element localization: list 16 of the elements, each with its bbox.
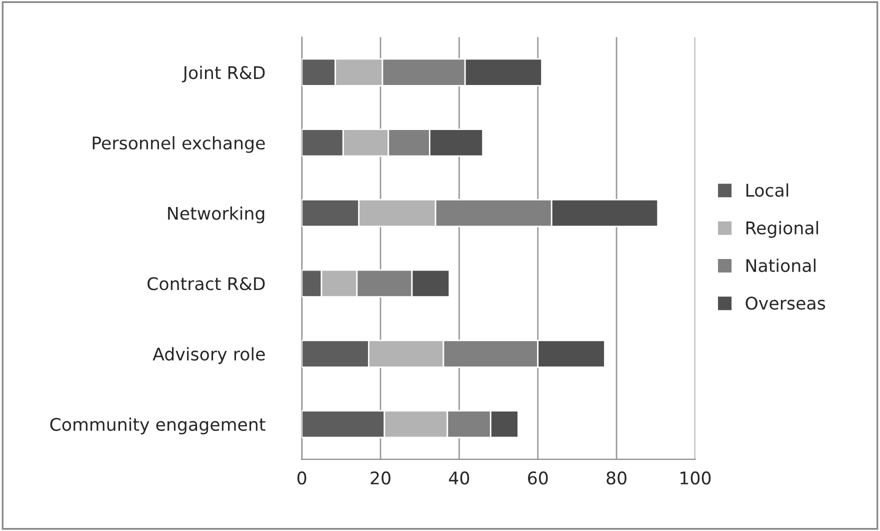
x-tick-label: 20 (370, 471, 390, 485)
y-tick-label: Joint R&D (182, 66, 265, 82)
y-tick-label: Contract R&D (148, 277, 265, 290)
x-tick-label: 60 (528, 471, 548, 485)
y-tick-label: Community engagement (50, 418, 266, 434)
y-tick-label: Advisory role (152, 347, 265, 364)
y-tick-label: Personnel exchange (92, 136, 265, 153)
x-tick-label: 100 (680, 471, 711, 485)
x-tick-label: 0 (297, 471, 306, 485)
x-tick-label: 40 (448, 471, 470, 485)
legend-label: Overseas (746, 296, 826, 310)
x-tick-label: 80 (606, 471, 626, 485)
y-tick-label: Networking (168, 206, 264, 224)
legend-label: Local (746, 183, 788, 197)
legend-label: National (746, 258, 816, 272)
legend-label: Regional (746, 221, 818, 238)
